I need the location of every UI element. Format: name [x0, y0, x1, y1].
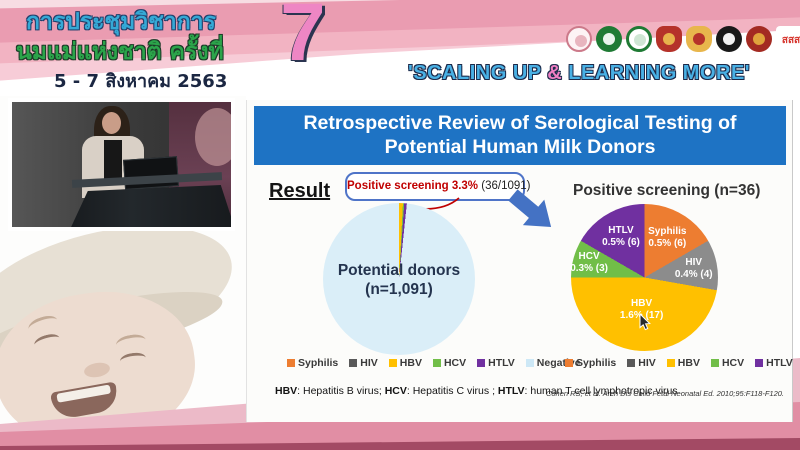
pie-slice-label-hiv: HIV 0.4% (4)	[674, 256, 713, 280]
legend-swatch	[432, 359, 441, 367]
legend-label: Syphilis	[576, 357, 617, 369]
slogan-text: LEARNING MORE'	[562, 62, 751, 84]
legend-swatch	[349, 359, 358, 367]
pie1-center-label: Potential donors (n=1,091)	[324, 261, 474, 299]
legend-item-hbv: HBV	[666, 357, 700, 369]
legend-label: HCV	[443, 357, 467, 369]
legend-positive-screening: Syphilis HIV HBV HCV HTLV	[565, 357, 793, 369]
pie1-center-label-line1: Potential donors	[337, 262, 461, 279]
slide: Retrospective Review of Serological Test…	[246, 100, 793, 422]
presenter-head	[102, 112, 121, 134]
legend-label: HIV	[638, 357, 656, 369]
legend-item-htlv: HTLV	[755, 357, 793, 369]
legend-label: HTLV	[488, 357, 515, 369]
legend-label: Syphilis	[298, 357, 339, 369]
conference-slogan: 'SCALING UP & LEARNING MORE'	[408, 62, 750, 85]
slide-title-line1: Retrospective Review of Serological Test…	[303, 112, 737, 134]
legend-swatch	[755, 359, 764, 367]
pie-slice-label-syphilis: Syphilis 0.5% (6)	[648, 226, 687, 250]
legend-label: HBV	[399, 357, 422, 369]
edition-number: 7	[280, 0, 326, 78]
legend-swatch	[565, 359, 573, 367]
green-ring-seal-logo	[626, 26, 652, 52]
slide-title-line2: Potential Human Milk Donors	[384, 136, 656, 158]
gold-crown-college-logo	[686, 26, 712, 52]
legend-swatch	[627, 359, 636, 367]
legend-label: HBV	[677, 357, 700, 369]
pie1-center-label-line2: (n=1,091)	[365, 281, 433, 298]
legend-item-hiv: HIV	[349, 357, 378, 369]
red-crown-society-logo	[746, 26, 772, 52]
result-label: Result	[269, 180, 331, 202]
abbreviation-footnote: HBV: Hepatitis B virus; HCV: Hepatitis C…	[275, 385, 678, 397]
mouse-cursor	[639, 314, 651, 331]
conference-banner: การประชุมวิชาการ นมแม่แห่งชาติ ครั้งที่ …	[0, 0, 800, 96]
mother-child-foundation-logo	[566, 26, 592, 52]
legend-item-syphilis: Syphilis	[565, 357, 616, 369]
callout-detail: (36/1091)	[481, 180, 531, 192]
legend-swatch	[477, 359, 486, 367]
legend-item-hbv: HBV	[388, 357, 422, 369]
thai-health-sss-logo: สสส	[776, 26, 800, 52]
legend-item-htlv: HTLV	[477, 357, 515, 369]
legend-label: HIV	[360, 357, 378, 369]
legend-item-hiv: HIV	[627, 357, 656, 369]
legend-swatch	[388, 359, 397, 367]
legend-item-hcv: HCV	[432, 357, 467, 369]
legend-potential-donors: Syphilis HIV HBV HCV HTLV Negative	[287, 357, 581, 369]
positive-screening-callout: Positive screening 3.3% (36/1091)	[345, 172, 530, 201]
conference-subtitle-thai: นมแม่แห่งชาติ ครั้งที่	[16, 39, 224, 65]
presenter-shirt	[104, 140, 122, 184]
green-medical-seal-logo	[596, 26, 622, 52]
legend-swatch	[525, 359, 534, 367]
legend-swatch	[287, 359, 295, 367]
conference-title-thai: การประชุมวิชาการ	[26, 9, 216, 35]
pie-chart-potential-donors	[323, 203, 475, 355]
citation: Cohen RS, et al. Arch Dis Child Fetal Ne…	[545, 389, 784, 398]
callout-highlight: Positive screening 3.3%	[347, 180, 479, 192]
backdrop-baby-image	[195, 108, 231, 166]
slogan-ampersand: &	[547, 62, 563, 84]
conference-dates-thai: 5 - 7 สิงหาคม 2563	[54, 71, 228, 92]
blue-arrow-icon	[508, 189, 552, 228]
pie-slice-label-htlv: HTLV 0.5% (6)	[602, 224, 640, 248]
legend-label: HCV	[721, 357, 745, 369]
legend-item-syphilis: Syphilis	[287, 357, 338, 369]
red-gold-royal-emblem-logo	[656, 26, 682, 52]
pie2-title: Positive screening (n=36)	[573, 182, 761, 199]
slogan-text: 'SCALING UP	[408, 62, 548, 84]
legend-swatch	[666, 359, 675, 367]
presenter-video	[8, 98, 235, 231]
legend-swatch	[710, 359, 719, 367]
podium	[68, 185, 231, 227]
organizer-logos: สสส	[566, 26, 800, 52]
black-university-seal-logo	[716, 26, 742, 52]
legend-label: HTLV	[766, 357, 793, 369]
pie-slice-label-hcv: HCV 0.3% (3)	[570, 250, 609, 274]
legend-item-hcv: HCV	[710, 357, 745, 369]
slide-title: Retrospective Review of Serological Test…	[254, 106, 786, 165]
